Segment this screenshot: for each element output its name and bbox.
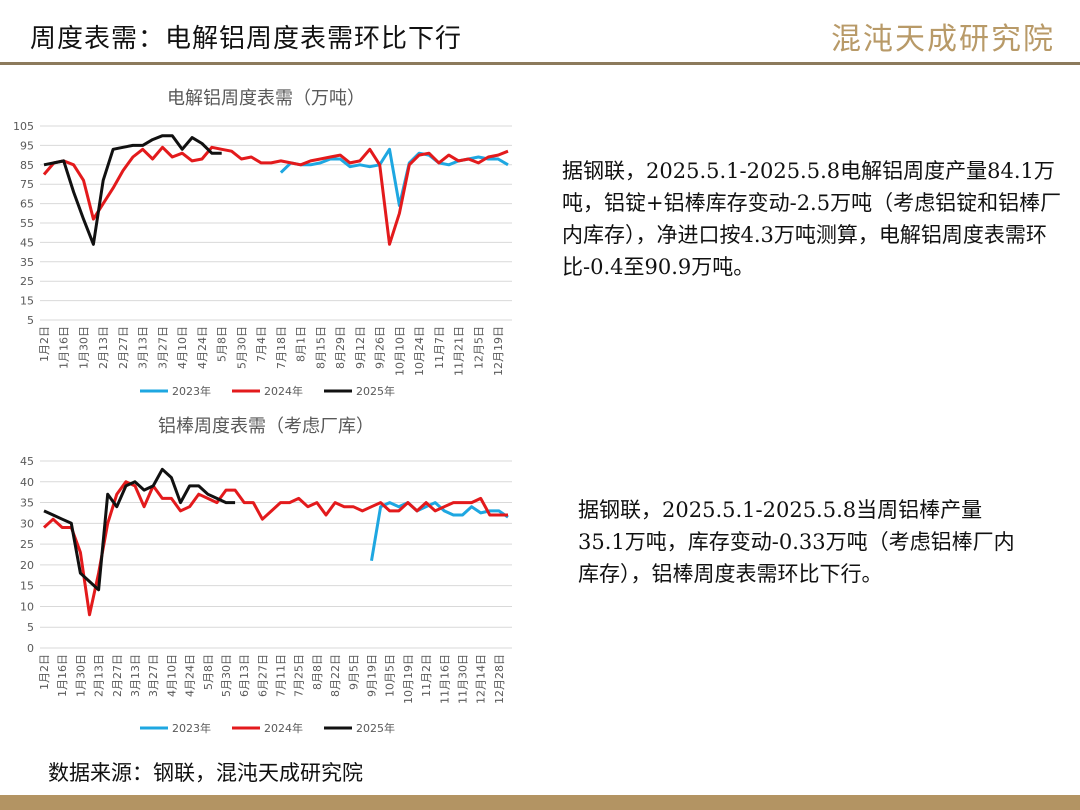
legend-label: 2024年 (264, 721, 303, 735)
y-tick-label: 30 (20, 517, 34, 530)
x-tick-label: 12月14日 (475, 654, 488, 704)
series-line (42, 480, 508, 617)
x-tick-label: 2月13日 (93, 654, 106, 697)
x-tick-label: 2月13日 (97, 326, 110, 369)
x-tick-label: 6月13日 (238, 654, 251, 697)
y-tick-label: 35 (20, 256, 34, 269)
legend-label: 2023年 (172, 384, 211, 398)
x-tick-label: 1月30日 (77, 326, 90, 369)
y-tick-label: 45 (20, 236, 34, 249)
x-tick-label: 9月19日 (366, 654, 379, 697)
x-tick-label: 11月7日 (433, 326, 446, 369)
y-tick-label: 25 (20, 275, 34, 288)
paragraph: 据钢联，2025.5.1-2025.5.8电解铝周度产量84.1万吨，铝锭+铝棒… (562, 159, 1062, 279)
x-tick-label: 3月27日 (147, 654, 160, 697)
x-tick-label: 4月10日 (165, 654, 178, 697)
x-tick-label: 1月30日 (74, 654, 87, 697)
y-tick-label: 15 (20, 580, 34, 593)
x-tick-label: 11月21日 (453, 326, 466, 376)
x-tick-label: 2月27日 (111, 654, 124, 697)
x-tick-label: 9月5日 (347, 654, 360, 690)
x-tick-label: 10月5日 (384, 654, 397, 697)
x-tick-label: 12月5日 (472, 326, 485, 369)
x-tick-label: 7月18日 (275, 326, 288, 369)
y-tick-label: 65 (20, 198, 34, 211)
logo: 混沌天成研究院 (831, 22, 1055, 57)
x-tick-label: 8月15日 (314, 326, 327, 369)
x-tick-label: 8月29日 (334, 326, 347, 369)
chart-title: 电解铝周度表需（万吨） (167, 88, 365, 109)
x-tick-label: 3月27日 (156, 326, 169, 369)
x-tick-label: 11月30日 (457, 654, 470, 704)
y-tick-label: 75 (20, 178, 34, 191)
y-tick-label: 15 (20, 295, 34, 308)
x-tick-label: 4月24日 (184, 654, 197, 697)
x-tick-label: 7月25日 (293, 654, 306, 697)
legend-label: 2025年 (356, 384, 395, 398)
y-tick-label: 95 (20, 139, 34, 152)
x-tick-label: 4月24日 (196, 326, 209, 369)
series-line (370, 501, 509, 561)
source: 数据来源：钢联，混沌天成研究院 (48, 761, 363, 785)
x-tick-label: 9月26日 (374, 326, 387, 369)
x-tick-label: 8月8日 (311, 654, 324, 690)
x-tick-label: 5月8日 (202, 654, 215, 690)
footer-band (0, 795, 1080, 810)
y-tick-label: 25 (20, 538, 34, 551)
x-tick-label: 3月13日 (129, 654, 142, 697)
x-tick-label: 7月11日 (275, 654, 288, 697)
series-line (43, 134, 222, 246)
y-tick-label: 45 (20, 455, 34, 468)
x-tick-label: 1月2日 (38, 326, 51, 362)
x-tick-label: 11月2日 (420, 654, 433, 697)
legend-label: 2023年 (172, 721, 211, 735)
y-tick-label: 10 (20, 600, 34, 613)
x-tick-label: 12月28日 (493, 654, 506, 704)
slide-title: 周度表需：电解铝周度表需环比下行 (30, 24, 463, 54)
x-tick-label: 10月19日 (402, 654, 415, 704)
y-tick-label: 40 (20, 476, 34, 489)
y-tick-label: 85 (20, 159, 34, 172)
x-tick-label: 2月27日 (117, 326, 130, 369)
x-tick-label: 8月22日 (329, 654, 342, 697)
x-tick-label: 6月27日 (256, 654, 269, 697)
chart-title: 铝棒周度表需（考虑厂库） (158, 416, 374, 437)
y-tick-label: 35 (20, 497, 34, 510)
x-tick-label: 4月10日 (176, 326, 189, 369)
y-tick-label: 5 (27, 314, 34, 327)
x-tick-label: 9月12日 (354, 326, 367, 369)
series-line (279, 147, 509, 207)
x-tick-label: 12月19日 (492, 326, 505, 376)
x-tick-label: 1月16日 (56, 654, 69, 697)
header-rule (0, 62, 1080, 65)
y-tick-label: 105 (13, 120, 34, 133)
x-tick-label: 11月16日 (438, 654, 451, 704)
legend-label: 2025年 (356, 721, 395, 735)
y-tick-label: 55 (20, 217, 34, 230)
paragraph: 据钢联，2025.5.1-2025.5.8当周铝棒产量35.1万吨，库存变动-0… (578, 498, 1015, 586)
x-tick-label: 1月16日 (58, 326, 71, 369)
legend-label: 2024年 (264, 384, 303, 398)
x-tick-label: 5月30日 (220, 654, 233, 697)
x-tick-label: 10月24日 (413, 326, 426, 376)
x-tick-label: 7月4日 (255, 326, 268, 362)
x-tick-label: 8月1日 (295, 326, 308, 362)
y-tick-label: 5 (27, 621, 34, 634)
x-tick-label: 3月13日 (137, 326, 150, 369)
x-tick-label: 10月10日 (393, 326, 406, 376)
x-tick-label: 5月30日 (235, 326, 248, 369)
x-tick-label: 1月2日 (38, 654, 51, 690)
y-tick-label: 20 (20, 559, 34, 572)
series-line (42, 145, 509, 246)
y-tick-label: 0 (27, 642, 34, 655)
series-line (43, 467, 236, 592)
x-tick-label: 5月8日 (216, 326, 229, 362)
